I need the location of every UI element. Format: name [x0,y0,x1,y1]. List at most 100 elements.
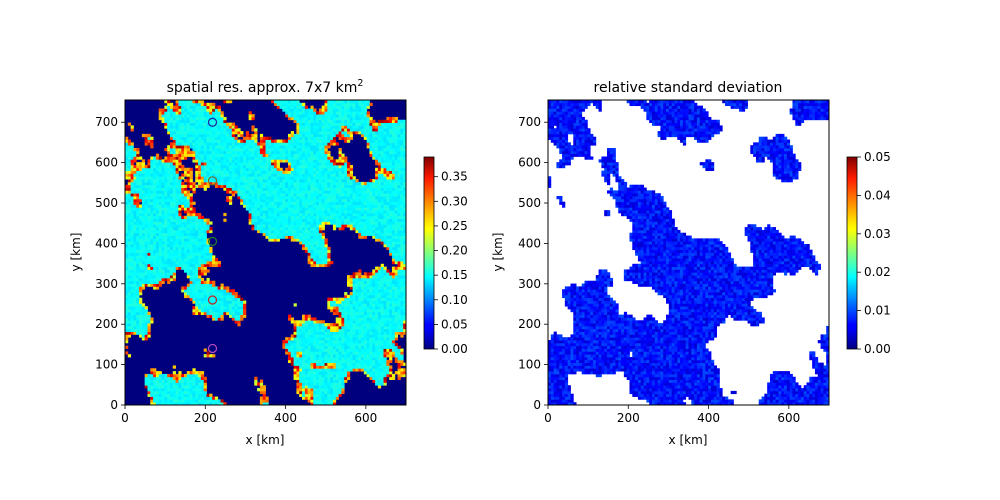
heatmap-cell [383,184,387,188]
heatmap-cell [316,325,320,330]
heatmap-cell [212,255,216,259]
heatmap-cell [355,227,359,231]
heatmap-cell [316,193,320,197]
heatmap-cell [375,162,379,166]
heatmap-cell [150,258,154,262]
heatmap-cell [265,167,269,171]
heatmap-cell [366,275,370,279]
heatmap-cell [304,314,309,318]
heatmap-cell [136,212,140,217]
heatmap-cell [223,306,227,310]
heatmap-cell [380,176,384,180]
heatmap-cell [273,229,278,234]
heatmap-cell [203,244,207,248]
heatmap-cell [403,249,406,253]
heatmap-cell [327,184,331,188]
heatmap-cell [169,162,174,166]
heatmap-cell [254,173,258,177]
heatmap-cell [330,190,334,194]
heatmap-cell [290,207,294,211]
heatmap-cell [155,373,160,378]
heatmap-cell [226,311,230,316]
heatmap-cell [375,311,379,316]
heatmap-cell [127,204,132,208]
heatmap-cell [341,320,345,324]
heatmap-cell [189,179,193,183]
heatmap-cell [150,376,154,380]
heatmap-cell [254,201,258,205]
heatmap-cell [203,311,207,316]
heatmap-cell [313,229,317,234]
heatmap-cell [164,218,168,222]
heatmap-cell [316,399,320,403]
heatmap-cell [302,325,306,330]
heatmap-cell [296,207,300,211]
heatmap-cell [304,170,309,174]
heatmap-cell [287,342,292,347]
heatmap-cell [391,292,396,296]
heatmap-cell [133,229,137,234]
heatmap-cell [290,362,294,366]
heatmap-cell [346,348,351,352]
heatmap-cell [153,368,157,372]
heatmap-cell [125,246,129,251]
heatmap-cell [217,308,221,313]
heatmap-cell [200,249,205,253]
heatmap-cell [203,179,207,183]
heatmap-cell [330,390,334,395]
heatmap-cell [153,246,157,251]
heatmap-cell [144,385,148,389]
heatmap-cell [243,314,247,318]
heatmap-cell [330,376,334,380]
heatmap-cell [355,351,359,355]
heatmap-cell [141,311,146,316]
heatmap-cell [251,196,255,200]
heatmap-cell [153,170,157,174]
heatmap-cell [394,167,398,171]
heatmap-cell [341,198,345,203]
heatmap-cell [268,179,272,183]
heatmap-cell [209,308,213,313]
heatmap-cell [220,402,224,405]
heatmap-cell [296,196,300,200]
heatmap-cell [346,198,351,203]
heatmap-cell [355,334,359,338]
heatmap-cell [400,181,404,186]
heatmap-cell [139,334,143,338]
heatmap-cell [349,317,354,321]
heatmap-cell [287,176,292,180]
heatmap-cell [127,308,132,313]
heatmap-cell [400,187,404,191]
heatmap-cell [316,340,320,344]
heatmap-cell [192,379,196,383]
heatmap-cell [248,176,252,180]
heatmap-cell [127,255,132,259]
heatmap-cell [380,275,384,279]
heatmap-cell [172,252,176,256]
heatmap-cell [386,170,390,174]
heatmap-cell [380,342,384,347]
heatmap-cell [380,269,384,273]
heatmap-cell [338,342,342,347]
heatmap-cell [394,176,398,180]
heatmap-cell [158,249,162,253]
heatmap-cell [394,294,398,299]
heatmap-cell [139,328,143,332]
heatmap-cell [167,373,171,378]
heatmap-cell [394,179,398,183]
heatmap-cell [237,311,241,316]
heatmap-cell [361,229,365,234]
heatmap-cell [217,294,221,299]
heatmap-cell [265,396,269,400]
heatmap-cell [198,159,202,163]
heatmap-cell [380,340,384,344]
heatmap-cell [186,176,191,180]
heatmap-cell [372,272,376,276]
heatmap-cell [358,308,362,313]
heatmap-cell [150,212,154,217]
heatmap-cell [240,201,244,205]
heatmap-cell [377,362,382,366]
heatmap-cell [391,235,396,239]
heatmap-cell [203,235,207,239]
heatmap-cell [251,181,255,186]
